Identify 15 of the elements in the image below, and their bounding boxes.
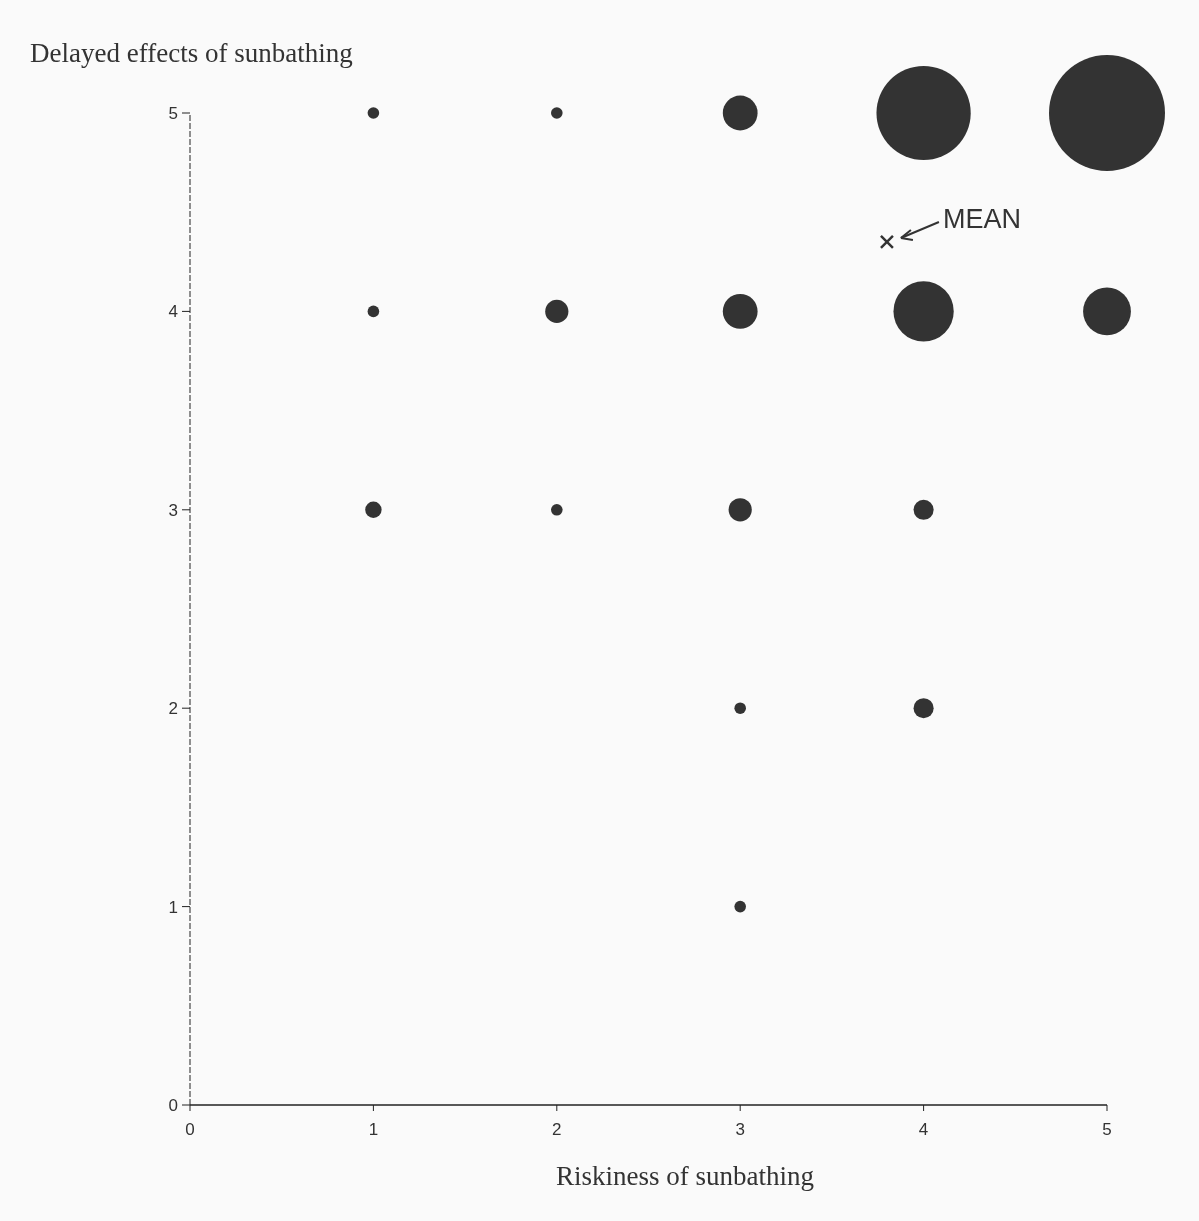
y-tick-label: 1 [168,897,178,917]
y-tick-label: 4 [168,302,178,322]
x-tick-label: 1 [368,1120,379,1139]
x-axis-title: Riskiness of sunbathing [555,1161,815,1191]
x-tick-label: 0 [185,1120,195,1139]
x-tick-label: 2 [552,1120,562,1139]
y-tick-label: 2 [168,699,178,719]
y-tick-label: 3 [168,500,178,520]
annotation: MEAN [942,203,1021,234]
x-tick-label: 4 [918,1120,929,1139]
y-axis-title: Delayed effects of sunbathing [30,38,353,68]
y-tick-label: 0 [168,1096,178,1115]
y-tick-label: 5 [168,104,178,123]
x-tick-label: 3 [735,1120,745,1139]
x-tick-label: 5 [1102,1120,1112,1139]
